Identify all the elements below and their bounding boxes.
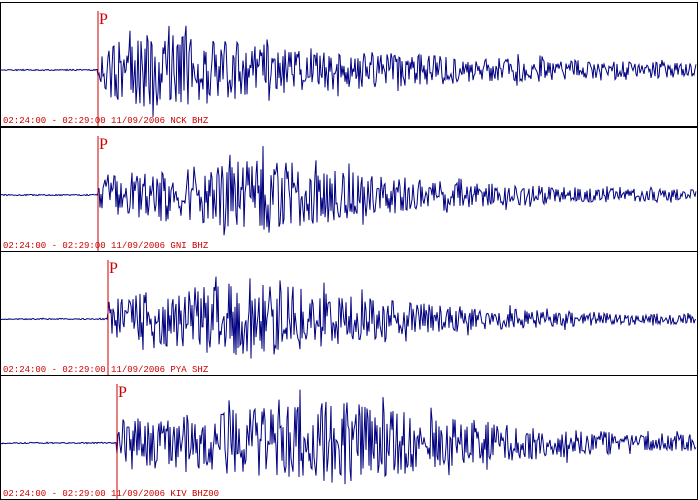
trace-label: 02:24:00 - 02:29:00 11/09/2006 NCK BHZ	[3, 116, 209, 126]
trace-label: 02:24:00 - 02:29:00 11/09/2006 KIV BHZ00	[3, 489, 219, 499]
trace-label: 02:24:00 - 02:29:00 11/09/2006 PYA SHZ	[3, 365, 209, 375]
trace-label: 02:24:00 - 02:29:00 11/09/2006 GNI BHZ	[3, 241, 209, 251]
waveform	[0, 25, 697, 117]
pick-label: P	[118, 384, 127, 401]
trace-panel: P 02:24:00 - 02:29:00 11/09/2006 KIV BHZ0…	[0, 375, 698, 500]
waveform	[0, 276, 697, 359]
panel-frame	[0, 251, 698, 376]
trace-panel: P 02:24:00 - 02:29:00 11/09/2006 GNI BHZ	[0, 127, 698, 252]
waveform	[0, 146, 697, 236]
pick-label: P	[99, 11, 108, 28]
panel-frame	[0, 2, 698, 127]
trace-panel: P 02:24:00 - 02:29:00 11/09/2006 PYA SHZ	[0, 251, 698, 376]
pick-label: P	[109, 260, 118, 277]
pick-label: P	[99, 136, 108, 153]
trace-panel: P 02:24:00 - 02:29:00 11/09/2006 NCK BHZ	[0, 2, 698, 127]
